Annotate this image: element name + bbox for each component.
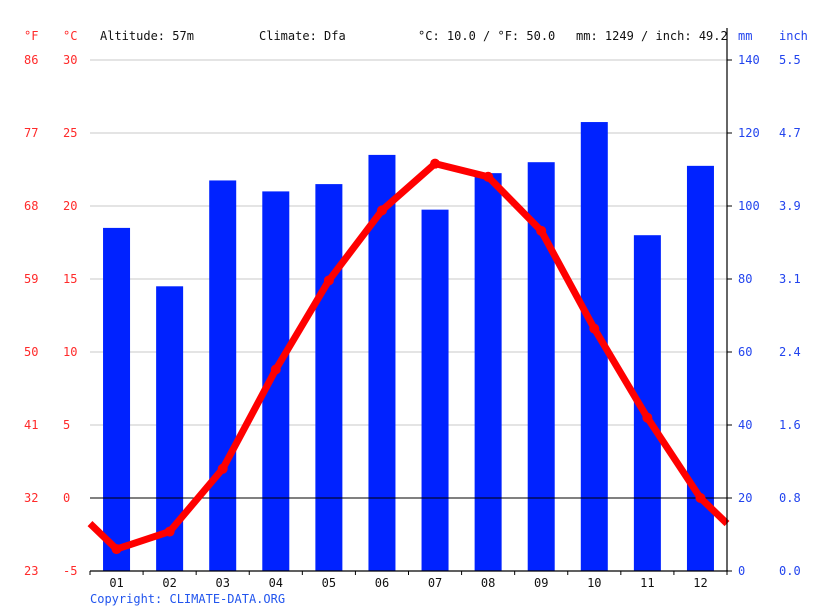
celsius-tick-label: 0 [63,491,70,505]
month-label: 08 [481,576,495,590]
month-label: 03 [215,576,229,590]
inch-unit-label: inch [779,29,808,43]
mm-tick-label: 140 [738,53,760,67]
fahrenheit-tick-label: 86 [24,53,38,67]
altitude-label: Altitude: 57m [100,29,194,43]
temperature-point [695,493,706,503]
inch-tick-label: 0.8 [779,491,801,505]
month-label: 04 [269,576,283,590]
inch-tick-label: 3.1 [779,272,801,286]
celsius-tick-label: 25 [63,126,77,140]
temperature-point [376,205,387,216]
celsius-tick-label: 10 [63,345,77,359]
mm-tick-label: 80 [738,272,752,286]
inch-tick-label: 2.4 [779,345,801,359]
month-label: 07 [428,576,442,590]
celsius-tick-label: -5 [63,564,77,578]
month-label: 01 [109,576,123,590]
fahrenheit-tick-label: 59 [24,272,38,286]
fahrenheit-tick-label: 32 [24,491,38,505]
mm-tick-label: 20 [738,491,752,505]
fahrenheit-tick-label: 23 [24,564,38,578]
temperature-polyline [87,160,730,553]
precipitation-bar [421,209,449,571]
month-axis-labels: 01 02 03 04 05 06 07 08 09 10 11 12 [109,576,707,590]
inch-tick-label: 0.0 [779,564,801,578]
inch-tick-label: 1.6 [779,418,801,432]
fahrenheit-unit-label: °F [24,29,38,43]
gridlines [90,59,727,426]
temperature-point [217,463,228,474]
month-label: 10 [587,576,601,590]
temperature-point [323,275,334,286]
fahrenheit-tick-label: 68 [24,199,38,213]
temperature-point [430,158,441,169]
fahrenheit-tick-label: 50 [24,345,38,359]
celsius-tick-label: 20 [63,199,77,213]
month-label: 06 [375,576,389,590]
temperature-point [111,544,122,555]
fahrenheit-tick-label: 41 [24,418,38,432]
month-label: 02 [162,576,176,590]
mm-unit-label: mm [738,29,752,43]
temperature-axis-labels: 86 30 77 25 68 20 59 15 50 10 41 5 32 0 23 -5 [24,53,77,578]
precipitation-bars [103,122,714,572]
month-label: 12 [693,576,707,590]
temperature-line [87,158,730,555]
celsius-tick-label: 5 [63,418,70,432]
month-label: 09 [534,576,548,590]
temperature-point [270,364,281,375]
precipitation-bar [315,184,343,571]
month-label: 11 [640,576,654,590]
temperature-point [642,412,653,423]
climate-label: Climate: Dfa [259,29,346,43]
chart-axes [89,28,732,575]
celsius-tick-label: 15 [63,272,77,286]
precipitation-bar [103,227,131,571]
mm-tick-label: 60 [738,345,752,359]
mm-tick-label: 100 [738,199,760,213]
total-precipitation-label: mm: 1249 / inch: 49.2 [576,29,728,43]
mm-tick-label: 40 [738,418,752,432]
temperature-point [483,171,494,182]
average-temperature-label: °C: 10.0 / °F: 50.0 [418,29,555,43]
mm-tick-label: 0 [738,564,745,578]
temperature-point [536,225,547,236]
precipitation-bar [474,173,502,571]
celsius-tick-label: 30 [63,53,77,67]
copyright-label: Copyright: CLIMATE-DATA.ORG [90,592,285,606]
precipitation-bar [209,180,237,571]
temperature-point [589,323,600,334]
month-label: 05 [322,576,336,590]
precipitation-axis-labels: 140 5.5 120 4.7 100 3.9 80 3.1 60 2.4 40 1.6 20 0.8 0 0… [738,53,801,578]
celsius-unit-label: °C [63,29,77,43]
temperature-point [164,526,175,537]
fahrenheit-tick-label: 77 [24,126,38,140]
inch-tick-label: 3.9 [779,199,801,213]
inch-tick-label: 4.7 [779,126,801,140]
mm-tick-label: 120 [738,126,760,140]
inch-tick-label: 5.5 [779,53,801,67]
